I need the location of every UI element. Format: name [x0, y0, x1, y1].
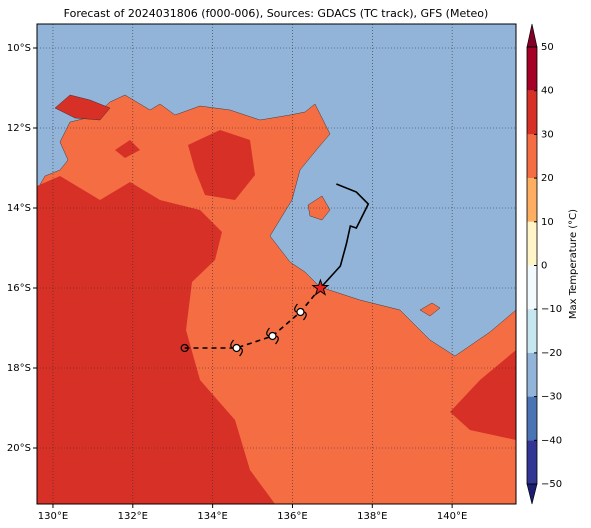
y-tick-label: 16°S	[7, 283, 31, 294]
colorbar-extend-under	[526, 483, 538, 505]
grid	[37, 24, 516, 504]
storm-symbol	[239, 347, 243, 357]
colorbar-tick-label: 10	[541, 217, 554, 228]
storm-symbol	[294, 303, 298, 313]
colorbar-tick-label: −40	[541, 435, 562, 446]
y-tick-label: 20°S	[7, 443, 31, 454]
x-tick-label: 134°E	[197, 511, 227, 522]
chart-title: Forecast of 2024031806 (f000-006), Sourc…	[64, 7, 489, 20]
storm-symbol	[266, 327, 270, 337]
colorbar-extend-over	[526, 23, 538, 48]
land-hot	[37, 176, 275, 504]
storm-symbol	[302, 311, 307, 321]
colorbar-label: Max Temperature (°C)	[568, 209, 579, 319]
x-tick-label: 132°E	[118, 511, 148, 522]
x-tick-label: 138°E	[357, 511, 387, 522]
colorbar-tick-label: 0	[541, 261, 547, 272]
x-tick-label: 136°E	[277, 511, 307, 522]
colorbar-tick-label: 20	[541, 173, 554, 184]
land-hot	[115, 140, 140, 158]
colorbar-band	[527, 221, 537, 266]
colorbar-band	[527, 90, 537, 135]
land-hot	[450, 350, 516, 440]
colorbar: 50 40 30 20 10 0 −10 −20 −30 −40 −50	[526, 23, 562, 505]
forecast-point	[232, 343, 241, 353]
y-tick-label: 14°S	[7, 203, 31, 214]
colorbar-band	[527, 309, 537, 353]
colorbar-band	[527, 265, 537, 310]
colorbar-tick-label: −50	[541, 479, 562, 490]
colorbar-tick-label: 40	[541, 86, 554, 97]
colorbar-band	[527, 396, 537, 441]
map-frame	[36, 23, 517, 505]
y-tick-label: 10°S	[7, 43, 31, 54]
colorbar-tick-label: −20	[541, 348, 562, 359]
forecast-point	[296, 307, 305, 317]
colorbar-tick-label: −10	[541, 304, 562, 315]
storm-symbol	[230, 339, 235, 349]
y-tick-label: 12°S	[7, 123, 31, 134]
current-position	[311, 278, 330, 296]
storm-symbol	[275, 335, 279, 345]
island	[54, 94, 111, 121]
land-hot	[188, 130, 255, 200]
colorbar-band	[527, 134, 537, 179]
colorbar-band	[527, 178, 537, 222]
colorbar-tick-label: 30	[541, 129, 554, 140]
map	[37, 24, 516, 504]
colorbar-band	[527, 440, 537, 484]
colorbar-tick-label: 50	[541, 42, 554, 53]
colorbar-band	[527, 352, 537, 397]
colorbar-band	[527, 47, 537, 91]
y-tick-label: 18°S	[7, 363, 31, 374]
island	[419, 302, 441, 317]
forecast-point	[180, 343, 189, 353]
past-track	[319, 183, 370, 289]
x-tick-label: 130°E	[38, 511, 68, 522]
forecast-track	[184, 287, 322, 349]
x-tick-label: 140°E	[437, 511, 467, 522]
colorbar-tick-label: −30	[541, 392, 562, 403]
forecast-point	[268, 331, 277, 341]
track	[180, 183, 370, 357]
